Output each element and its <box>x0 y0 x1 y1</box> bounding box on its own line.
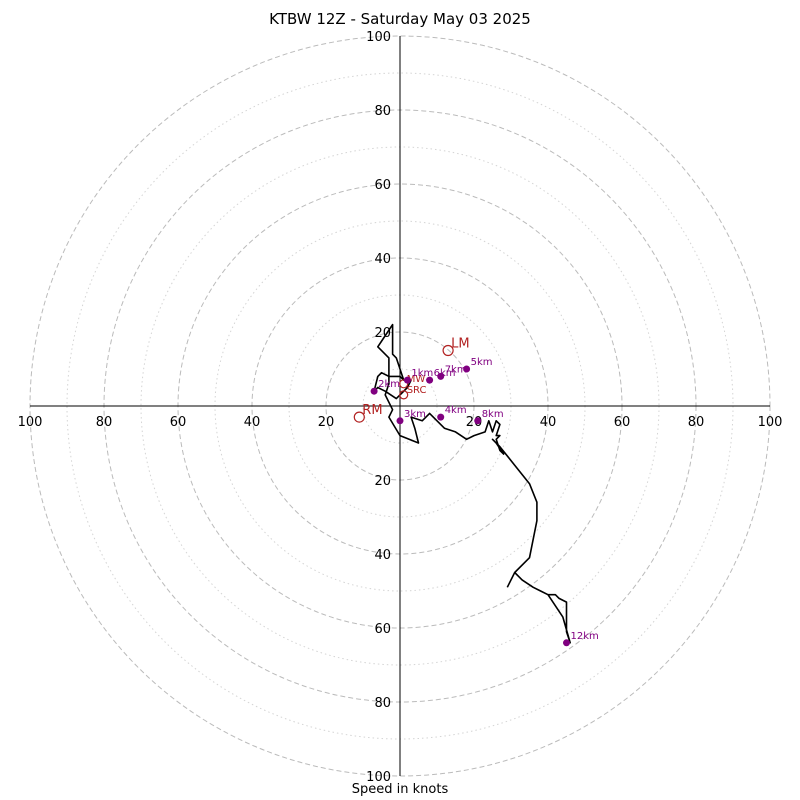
hodograph-line <box>373 323 572 644</box>
x-tick-label: 80 <box>96 415 113 430</box>
storm-motion-marker <box>399 379 409 389</box>
height-label: 8km <box>482 409 504 420</box>
height-label: 6km <box>434 368 456 379</box>
height-marker <box>463 365 471 373</box>
x-tick-label: 100 <box>758 415 783 430</box>
height-label: 5km <box>471 357 493 368</box>
height-marker <box>370 387 378 395</box>
x-axis-label: Speed in knots <box>351 782 449 797</box>
y-tick-label: 60 <box>374 178 391 193</box>
chart-title: KTBW 12Z - Saturday May 03 2025 <box>269 10 531 28</box>
y-tick-label: 100 <box>366 770 391 785</box>
x-tick-label: 60 <box>614 415 631 430</box>
height-label: 7km <box>445 364 467 375</box>
height-marker <box>563 639 570 647</box>
x-tick-label: 100 <box>18 415 43 430</box>
height-marker <box>474 417 482 425</box>
storm-motion-marker <box>442 344 454 357</box>
storm-motion-label: LM <box>451 337 469 352</box>
storm-motion-label: SRC <box>407 385 427 396</box>
x-tick-label: 40 <box>540 415 557 430</box>
y-tick-label: 100 <box>366 30 391 45</box>
height-marker <box>426 376 434 384</box>
tick-labels: 1001008080606040402020202040406060808010… <box>18 30 783 785</box>
storm-motion-label: MW <box>407 374 426 385</box>
y-tick-label: 40 <box>374 548 391 563</box>
height-label: 4km <box>445 405 467 416</box>
hodograph-trace <box>373 323 572 644</box>
storm-motion-label: RM <box>362 403 382 418</box>
height-marker <box>437 413 445 421</box>
y-tick-label: 80 <box>374 696 391 711</box>
height-marker <box>403 376 411 384</box>
axes <box>30 36 770 776</box>
y-tick-label: 20 <box>374 326 391 341</box>
storm-motion-marker <box>353 411 365 423</box>
height-label: 12km <box>571 631 599 642</box>
y-tick-label: 80 <box>374 104 391 119</box>
x-tick-label: 80 <box>688 415 705 430</box>
x-tick-label: 20 <box>318 415 335 430</box>
x-tick-label: 60 <box>170 415 187 430</box>
height-label: 3km <box>404 409 426 420</box>
height-label: 2km <box>378 379 400 390</box>
y-tick-label: 60 <box>374 622 391 637</box>
height-marker <box>437 372 445 380</box>
y-tick-label: 40 <box>374 252 391 267</box>
storm-motion-marker <box>399 390 409 400</box>
height-marker <box>396 417 404 425</box>
height-label: 1km <box>411 368 433 379</box>
y-tick-label: 20 <box>374 474 391 489</box>
x-tick-label: 40 <box>244 415 261 430</box>
